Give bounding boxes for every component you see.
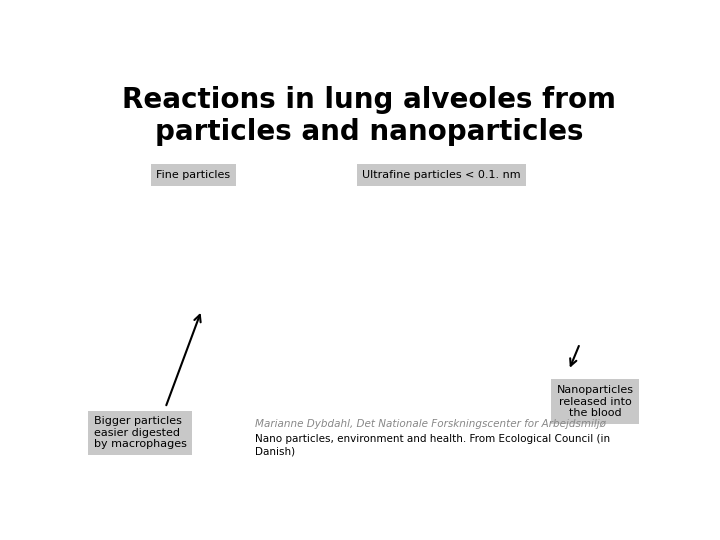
Text: Reactions in lung alveoles from
particles and nanoparticles: Reactions in lung alveoles from particle… xyxy=(122,85,616,146)
Text: Bigger particles
easier digested
by macrophages: Bigger particles easier digested by macr… xyxy=(94,416,186,449)
Text: Fine particles: Fine particles xyxy=(156,170,230,180)
Text: Nanoparticles
released into
the blood: Nanoparticles released into the blood xyxy=(557,385,634,418)
Text: Marianne Dybdahl, Det Nationale Forskningscenter for Arbejdsmiljø: Marianne Dybdahl, Det Nationale Forsknin… xyxy=(255,420,606,429)
Text: Nano particles, environment and health. From Ecological Council (in
Danish): Nano particles, environment and health. … xyxy=(255,435,610,456)
Text: Ultrafine particles < 0.1. nm: Ultrafine particles < 0.1. nm xyxy=(362,170,521,180)
